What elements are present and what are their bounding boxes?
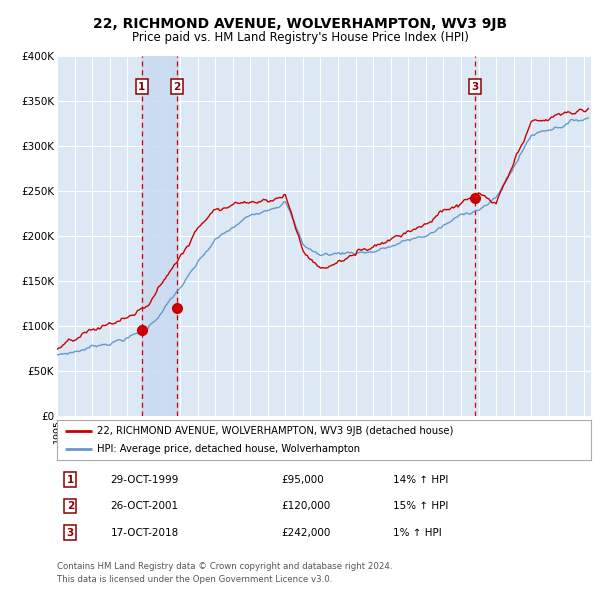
Text: 2: 2 [173, 81, 181, 91]
Text: HPI: Average price, detached house, Wolverhampton: HPI: Average price, detached house, Wolv… [97, 444, 360, 454]
Text: 1: 1 [67, 475, 74, 484]
Text: 22, RICHMOND AVENUE, WOLVERHAMPTON, WV3 9JB (detached house): 22, RICHMOND AVENUE, WOLVERHAMPTON, WV3 … [97, 426, 454, 436]
Text: £95,000: £95,000 [281, 475, 324, 484]
Text: 1: 1 [138, 81, 145, 91]
Text: Price paid vs. HM Land Registry's House Price Index (HPI): Price paid vs. HM Land Registry's House … [131, 31, 469, 44]
Text: 17-OCT-2018: 17-OCT-2018 [110, 527, 179, 537]
Text: 22, RICHMOND AVENUE, WOLVERHAMPTON, WV3 9JB: 22, RICHMOND AVENUE, WOLVERHAMPTON, WV3 … [93, 17, 507, 31]
Text: This data is licensed under the Open Government Licence v3.0.: This data is licensed under the Open Gov… [57, 575, 332, 584]
Text: 14% ↑ HPI: 14% ↑ HPI [394, 475, 449, 484]
Text: Contains HM Land Registry data © Crown copyright and database right 2024.: Contains HM Land Registry data © Crown c… [57, 562, 392, 571]
Text: 3: 3 [67, 527, 74, 537]
Text: £120,000: £120,000 [281, 501, 331, 511]
Text: £242,000: £242,000 [281, 527, 331, 537]
Text: 26-OCT-2001: 26-OCT-2001 [110, 501, 179, 511]
Text: 29-OCT-1999: 29-OCT-1999 [110, 475, 179, 484]
Text: 1% ↑ HPI: 1% ↑ HPI [394, 527, 442, 537]
Text: 2: 2 [67, 501, 74, 511]
Text: 3: 3 [472, 81, 479, 91]
Bar [142, 56, 177, 416]
Text: 15% ↑ HPI: 15% ↑ HPI [394, 501, 449, 511]
